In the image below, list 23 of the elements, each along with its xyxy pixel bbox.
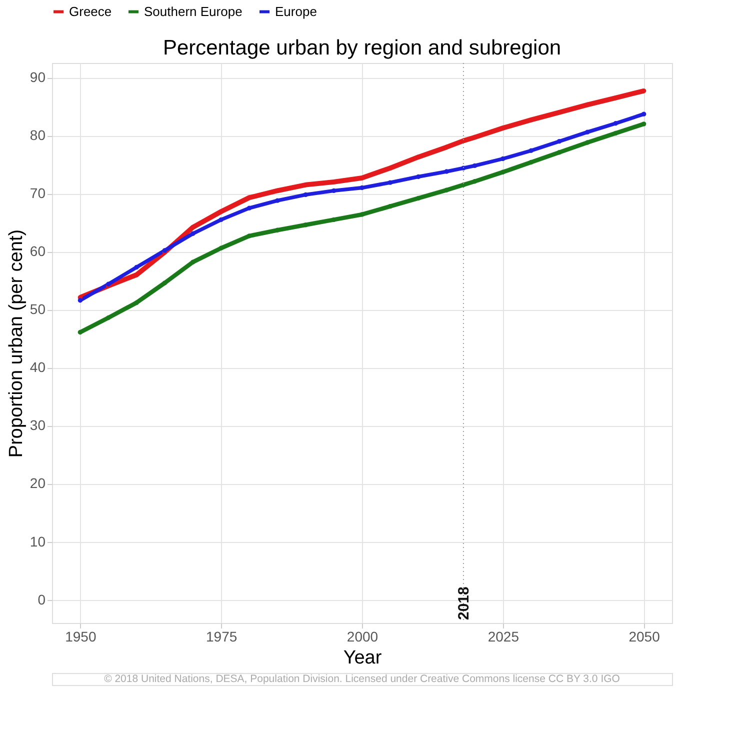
legend-label: Southern Europe bbox=[144, 4, 242, 19]
y-tick-label: 50 bbox=[30, 301, 46, 318]
y-tick-label: 40 bbox=[30, 359, 46, 376]
y-tick-label: 70 bbox=[30, 185, 46, 202]
y-tick-label: 80 bbox=[30, 127, 46, 144]
legend-label: Europe bbox=[275, 4, 317, 19]
y-axis-title: Proportion urban (per cent) bbox=[6, 229, 27, 458]
y-tick-label: 60 bbox=[30, 243, 46, 260]
x-axis-title: Year bbox=[343, 648, 382, 668]
legend-label: Greece bbox=[69, 4, 112, 19]
y-tick-label: 10 bbox=[30, 533, 46, 550]
x-tick-label: 1975 bbox=[206, 628, 238, 644]
y-tick-label: 30 bbox=[30, 417, 46, 434]
x-tick-label: 2000 bbox=[346, 628, 378, 644]
text: © 2018 United Nations, DESA, Population Division. Licensed under Creative Commons license CC BY 3.0 IGO bbox=[104, 673, 620, 685]
x-tick-label: 2050 bbox=[628, 628, 660, 644]
chart-title: Percentage urban by region and subregion bbox=[162, 36, 562, 60]
x-tick-label: 2025 bbox=[488, 628, 520, 644]
y-tick-label: 20 bbox=[30, 475, 46, 492]
x-tick-label: 1950 bbox=[65, 628, 96, 644]
y-tick-label: 0 bbox=[38, 591, 46, 608]
ref-line-label: 2018 bbox=[455, 586, 472, 620]
y-tick-label: 90 bbox=[30, 69, 46, 86]
